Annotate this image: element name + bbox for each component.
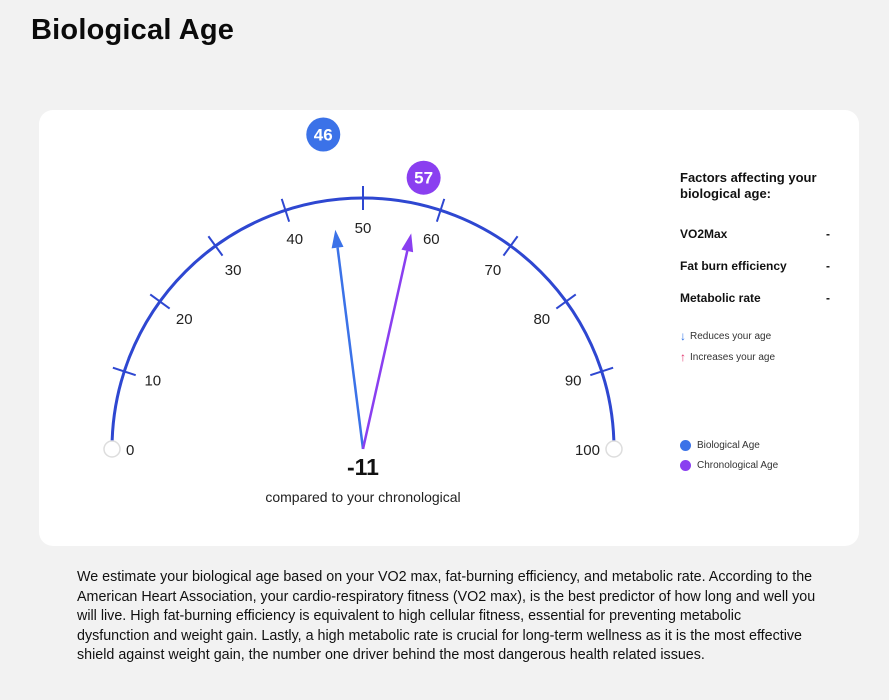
reduces-label: Reduces your age [690,330,772,342]
gauge-tick [149,293,171,310]
gauge-tick-label: 70 [485,262,502,279]
purple-dot-icon [680,460,691,471]
gauge-tick-label: 0 [126,442,134,459]
gauge-tick-label: 40 [286,231,303,248]
biological-age-legend: Biological Age [680,440,760,451]
factor-value: - [826,291,830,305]
gauge-tick-label: 80 [533,311,550,328]
factor-name: Metabolic rate [680,291,761,305]
chronological-age-needle [361,250,409,450]
gauge-tick-label: 100 [575,442,600,459]
biological-age-needle [336,247,365,450]
factor-value: - [826,227,830,241]
biological-legend-label: Biological Age [697,440,760,451]
gauge-tick-label: 30 [225,262,242,279]
gauge-tick-label: 90 [565,373,582,390]
gauge-tick [207,235,224,257]
increases-label: Increases your age [690,351,776,363]
description-text: We estimate your biological age based on… [77,569,816,663]
age-difference-caption: compared to your chronological [265,489,461,505]
chronological-age-badge-label: 57 [414,169,433,188]
increases-legend: ↑ Increases your age [680,350,775,364]
gauge-tick [502,235,519,257]
reduces-legend: ↓ Reduces your age [680,329,771,343]
age-difference: -11 [347,454,379,480]
factor-fat-burn: Fat burn efficiency - [680,259,830,273]
gauge-end-cap [103,440,121,458]
factor-name: Fat burn efficiency [680,259,787,273]
gauge-tick-label: 10 [144,373,161,390]
gauge-tick [589,366,614,377]
gauge-tick [280,198,291,223]
gauge-tick-label: 60 [423,231,440,248]
factor-metabolic-rate: Metabolic rate - [680,291,830,305]
chronological-legend-label: Chronological Age [697,460,779,471]
gauge-tick [555,293,577,310]
gauge-tick [435,198,446,223]
gauge-end-cap [605,440,623,458]
gauge-tick [112,366,137,377]
factor-vo2max: VO2Max - [680,227,830,241]
page-title: Biological Age [31,14,235,46]
biological-age-card: 0 10 20 30 40 50 60 70 80 90 100 46 57 -11 compared … [39,110,859,546]
biological-age-badge-label: 46 [314,125,333,144]
chronological-age-legend: Chronological Age [680,460,778,471]
factor-value: - [826,259,830,273]
arrow-up-icon: ↑ [680,350,686,364]
gauge-tick-label: 50 [355,220,372,237]
factor-name: VO2Max [680,227,728,241]
biological-age-needle-head [331,229,344,249]
factors-title: Factors affecting your biological age: [680,170,817,201]
gauge-tick-label: 20 [176,311,193,328]
chronological-age-needle-head [401,233,414,253]
blue-dot-icon [680,440,691,451]
chronological-age-badge [406,160,441,195]
biological-age-badge [306,117,341,152]
arrow-down-icon: ↓ [680,329,686,343]
factors-panel: Factors affecting your biological age: V… [680,170,855,471]
age-gauge: 0 10 20 30 40 50 60 70 80 90 100 46 57 [103,117,623,459]
